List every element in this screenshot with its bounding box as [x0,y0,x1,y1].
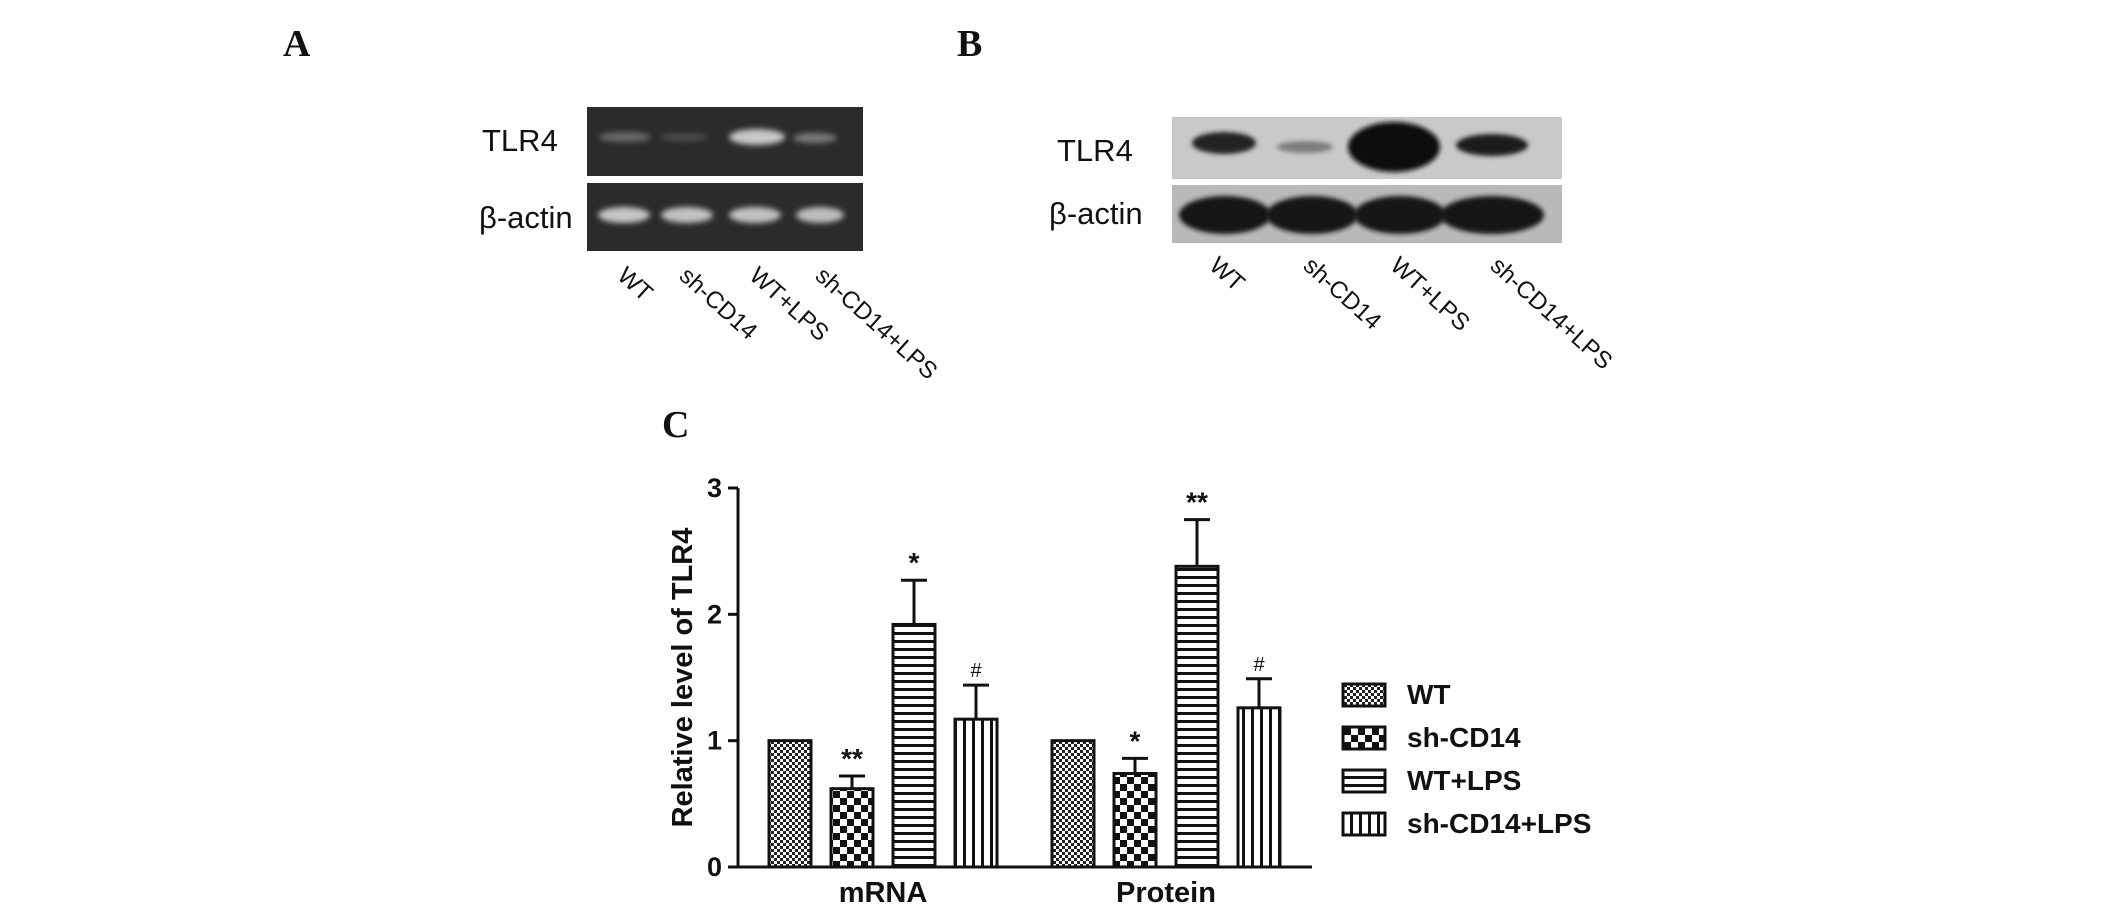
blot-band [1179,196,1271,234]
bar-WT [767,739,813,869]
bar-WT+LPS [1174,564,1220,869]
significance-mark: ** [841,743,863,774]
bar-sh-CD14 [829,787,875,869]
blot-band [1354,196,1446,234]
y-tick-label: 0 [707,852,722,882]
gel-band [729,129,785,145]
gel-band [793,133,837,143]
gel-band [729,207,781,223]
significance-mark: # [970,660,982,682]
bar-WT+LPS [891,622,937,869]
bar-sh-CD14+LPS [1236,706,1282,869]
panel-a-letter: A [283,23,311,65]
legend-swatch [1341,811,1387,837]
gel-band [661,207,713,223]
legend-label: sh-CD14+LPS [1407,808,1591,839]
legend-label: WT [1407,679,1451,710]
legend-swatch [1341,768,1387,794]
panel-c-letter: C [662,404,690,446]
blot-band [1456,134,1528,156]
legend-label: sh-CD14 [1407,722,1521,753]
y-tick-label: 3 [707,473,722,503]
significance-mark: # [1253,654,1265,676]
significance-mark: * [909,547,920,578]
panel-b-row-label-actin: β-actin [1049,196,1143,231]
gel-band [796,207,844,223]
panel-a-row-label-tlr4: TLR4 [482,123,558,158]
gel-image [587,107,863,251]
y-tick-label: 1 [707,726,722,756]
blot-band [1192,132,1256,154]
panel-a-row-label-actin: β-actin [479,200,573,235]
gel-band [598,207,650,223]
gel-band [599,132,651,142]
gel-band [660,133,708,141]
legend-swatch [1341,682,1387,708]
bar-sh-CD14 [1112,772,1158,869]
significance-mark: ** [1186,487,1208,518]
blot-band [1440,196,1544,234]
legend-label: WT+LPS [1407,765,1521,796]
panel-b-letter: B [957,23,983,65]
y-tick-label: 2 [707,599,722,629]
x-category-label: Protein [1116,877,1216,908]
panel-b-row-label-tlr4: TLR4 [1057,133,1133,168]
blot-band [1348,122,1440,172]
y-axis-label: Relative level of TLR4 [667,528,699,828]
significance-mark: * [1130,725,1141,756]
blot-band [1277,141,1333,153]
blot-image [1172,117,1562,243]
bar-WT [1050,739,1096,869]
bar-sh-CD14+LPS [953,717,999,869]
blot-band [1266,196,1358,234]
x-category-label: mRNA [839,877,928,908]
legend-swatch [1341,725,1387,751]
